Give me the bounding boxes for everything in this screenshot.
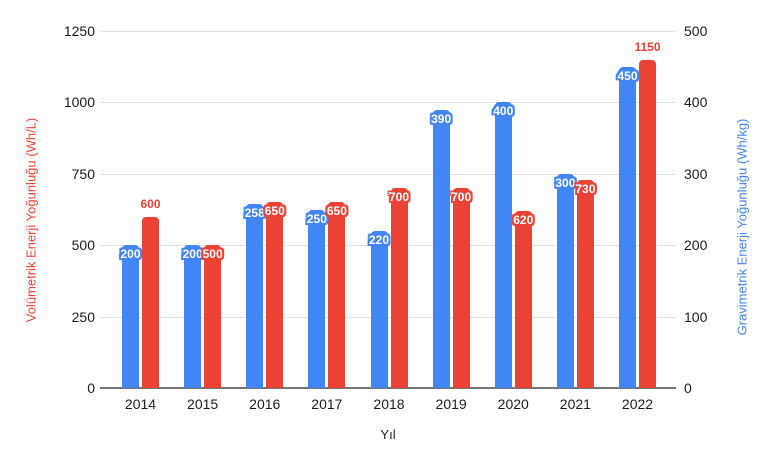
left-tick-label: 750 — [71, 165, 95, 182]
x-axis-title: Yıl — [380, 427, 396, 442]
right-tick-label: 500 — [684, 23, 708, 39]
bar-2014-gravimetric[interactable]: 200 — [120, 245, 141, 388]
bar-value-label: 400 — [493, 104, 514, 119]
left-tick-label: 1000 — [63, 94, 95, 111]
bar-2015-volumetric[interactable]: 500 — [202, 245, 223, 388]
bar-value-label: 500 — [202, 247, 223, 262]
x-tick-label: 2014 — [124, 396, 157, 412]
x-tick-label: 2021 — [559, 396, 591, 412]
gridline — [100, 31, 676, 32]
gridline — [100, 102, 676, 104]
bar-value-label: 650 — [326, 204, 347, 219]
bar-2019-volumetric[interactable]: 700 — [451, 188, 472, 388]
gridline — [100, 387, 676, 389]
bar-value-label: 700 — [388, 190, 410, 205]
left-axis-ticks: 0 250 500 750 1000 1250 — [40, 23, 95, 396]
bar-value-label: 300 — [555, 175, 576, 190]
bar-value-label: 450 — [617, 68, 638, 83]
x-tick-label: 2015 — [187, 396, 219, 412]
bar-2022-volumetric[interactable]: 1150 — [634, 40, 661, 388]
bar-2020-gravimetric[interactable]: 400 — [493, 102, 514, 388]
bar-value-label: 220 — [368, 232, 390, 247]
bar-2022-gravimetric[interactable]: 450 — [617, 66, 638, 388]
bar-group-2014: 200 600 2014 — [120, 31, 161, 412]
bar-groups: 200 600 2014 200 500 2015 258 650 2016 250 650 2017… — [100, 31, 676, 412]
right-tick-label: 100 — [684, 308, 708, 325]
x-tick-label: 2018 — [373, 396, 405, 412]
bar-2017-gravimetric[interactable]: 250 — [306, 209, 327, 388]
bar-2020-volumetric[interactable]: 620 — [513, 210, 534, 388]
bar-2017-volumetric[interactable]: 650 — [326, 202, 347, 388]
bar-2015-gravimetric[interactable]: 200 — [182, 245, 203, 388]
bar-2016-gravimetric[interactable]: 258 — [244, 203, 265, 388]
bar-value-label: 730 — [575, 181, 596, 196]
bar-value-label: 620 — [513, 212, 534, 227]
right-tick-label: 400 — [684, 94, 708, 111]
bar-2019-gravimetric[interactable]: 390 — [431, 109, 452, 388]
bar-value-label: 600 — [140, 196, 161, 211]
bar-value-label: 200 — [120, 247, 141, 262]
bar-2021-gravimetric[interactable]: 300 — [555, 173, 576, 388]
left-tick-label: 250 — [71, 308, 95, 325]
bar-group-2019: 390 700 2019 — [431, 31, 472, 412]
left-axis-title: Volümetrik Enerji Yoğunluğu (Wh/L) — [23, 117, 39, 323]
bar-group-2020: 400 620 2020 — [493, 31, 534, 412]
bar-group-2017: 250 650 2017 — [306, 31, 347, 412]
bar-group-2015: 200 500 2015 — [182, 31, 223, 412]
bar-2021-volumetric[interactable]: 730 — [575, 179, 596, 388]
bar-2014-volumetric[interactable]: 600 — [140, 197, 161, 388]
bar-group-2016: 258 650 2016 — [244, 31, 285, 412]
right-tick-label: 200 — [684, 237, 708, 254]
gridline — [100, 245, 676, 247]
bar-value-label: 700 — [451, 190, 472, 205]
bar-group-2021: 300 730 2021 — [555, 31, 596, 412]
x-tick-label: 2017 — [311, 396, 343, 412]
x-tick-label: 2016 — [249, 396, 281, 412]
bar-2016-volumetric[interactable]: 650 — [264, 202, 285, 388]
left-tick-label: 0 — [87, 380, 95, 396]
x-tick-label: 2022 — [621, 396, 654, 412]
x-tick-label: 2019 — [435, 396, 467, 412]
bar-value-label: 250 — [306, 211, 327, 226]
gridline — [100, 173, 676, 175]
bar-value-label: 390 — [431, 111, 452, 126]
x-tick-label: 2020 — [497, 396, 529, 412]
right-tick-label: 0 — [684, 380, 692, 396]
right-axis-ticks: 0 100 200 300 400 500 — [684, 23, 744, 396]
bar-value-label: 1150 — [634, 39, 661, 54]
bar-group-2018: 220 700 2018 — [368, 31, 410, 412]
bar-value-label: 650 — [264, 204, 285, 219]
bar-group-2022: 450 1150 2022 — [617, 31, 661, 412]
gridline — [100, 316, 676, 318]
left-tick-label: 1250 — [63, 23, 95, 39]
bar-2018-volumetric[interactable]: 700 — [388, 188, 410, 388]
bar-value-label: 258 — [244, 205, 265, 220]
right-tick-label: 300 — [684, 165, 708, 182]
bar-2018-gravimetric[interactable]: 220 — [368, 230, 390, 388]
bar-value-label: 200 — [182, 247, 203, 262]
left-tick-label: 500 — [71, 237, 95, 254]
plot-area: 200 600 2014 200 500 2015 258 650 2016 250 650 2017… — [100, 31, 676, 412]
